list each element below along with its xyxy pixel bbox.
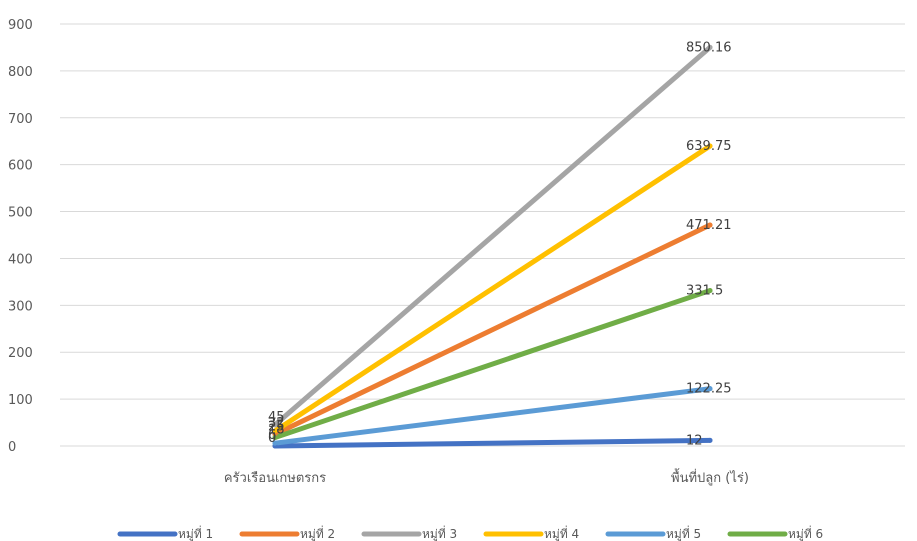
y-tick-label: 900 <box>8 18 33 33</box>
data-point <box>272 428 278 434</box>
data-point <box>272 440 278 446</box>
y-tick-label: 600 <box>8 159 33 174</box>
y-tick-label: 800 <box>8 65 33 80</box>
data-label: 850.16 <box>686 40 732 55</box>
y-tick-label: 400 <box>8 252 33 267</box>
legend-label: หมู่ที่ 1 <box>178 525 213 541</box>
data-point <box>707 386 713 392</box>
legend-label: หมู่ที่ 5 <box>666 525 701 541</box>
data-point <box>707 288 713 294</box>
data-label: 18 <box>268 423 285 438</box>
series-line-2 <box>272 222 713 437</box>
series-lines <box>272 44 713 449</box>
y-tick-label: 500 <box>8 206 33 221</box>
data-point <box>707 437 713 443</box>
data-label: 331.5 <box>686 284 723 299</box>
legend-item-2: หมู่ที่ 2 <box>239 525 335 541</box>
data-point <box>272 422 278 428</box>
y-tick-label: 100 <box>8 393 33 408</box>
legend: หมู่ที่ 1 หมู่ที่ 2 หมู่ที่ 3 หมู่ที่ 4 หมู่… <box>117 525 823 541</box>
y-tick-label: 700 <box>8 112 33 127</box>
series-markers <box>272 44 713 449</box>
series-line-4 <box>272 143 713 434</box>
x-category-label: พื้นที่ปลูก (ไร่) <box>671 468 749 486</box>
data-label: 0 <box>268 431 276 446</box>
x-axis-category-labels: ครัวเรือนเกษตรกร พื้นที่ปลูก (ไร่) <box>224 468 749 486</box>
legend-item-3: หมู่ที่ 3 <box>361 525 457 541</box>
legend-label: หมู่ที่ 4 <box>544 525 579 541</box>
data-label: 639.75 <box>686 139 732 154</box>
legend-item-6: หมู่ที่ 6 <box>727 525 823 541</box>
data-point <box>707 44 713 50</box>
legend-label: หมู่ที่ 6 <box>788 525 823 541</box>
data-point <box>707 222 713 228</box>
data-label: 45 <box>268 410 285 425</box>
legend-label: หมู่ที่ 2 <box>300 525 335 541</box>
series-line-1 <box>272 437 713 449</box>
legend-item-1: หมู่ที่ 1 <box>117 525 213 541</box>
data-point <box>707 143 713 149</box>
legend-item-5: หมู่ที่ 5 <box>605 525 701 541</box>
data-label: 122.25 <box>686 382 732 397</box>
legend-label: หมู่ที่ 3 <box>422 525 457 541</box>
gridlines <box>60 23 905 447</box>
data-labels: 0 12 25 471.21 45 850.16 32 639.75 6 122.25 18 331.… <box>268 40 732 448</box>
data-label: 32 <box>268 416 285 431</box>
x-category-label: ครัวเรือนเกษตรกร <box>224 470 326 486</box>
data-label: 12 <box>686 433 703 448</box>
series-line-3 <box>272 44 713 428</box>
series-line-5 <box>272 386 713 446</box>
y-tick-label: 300 <box>8 299 33 314</box>
data-point <box>272 435 278 441</box>
y-tick-label: 200 <box>8 346 33 361</box>
data-label: 6 <box>268 428 276 443</box>
legend-item-4: หมู่ที่ 4 <box>483 525 579 541</box>
data-label: 471.21 <box>686 218 732 233</box>
y-tick-label: 0 <box>8 440 16 455</box>
data-label: 25 <box>268 419 285 434</box>
y-axis-tick-labels: 0 100 200 300 400 500 600 700 800 900 <box>8 18 33 455</box>
series-line-6 <box>272 288 713 441</box>
